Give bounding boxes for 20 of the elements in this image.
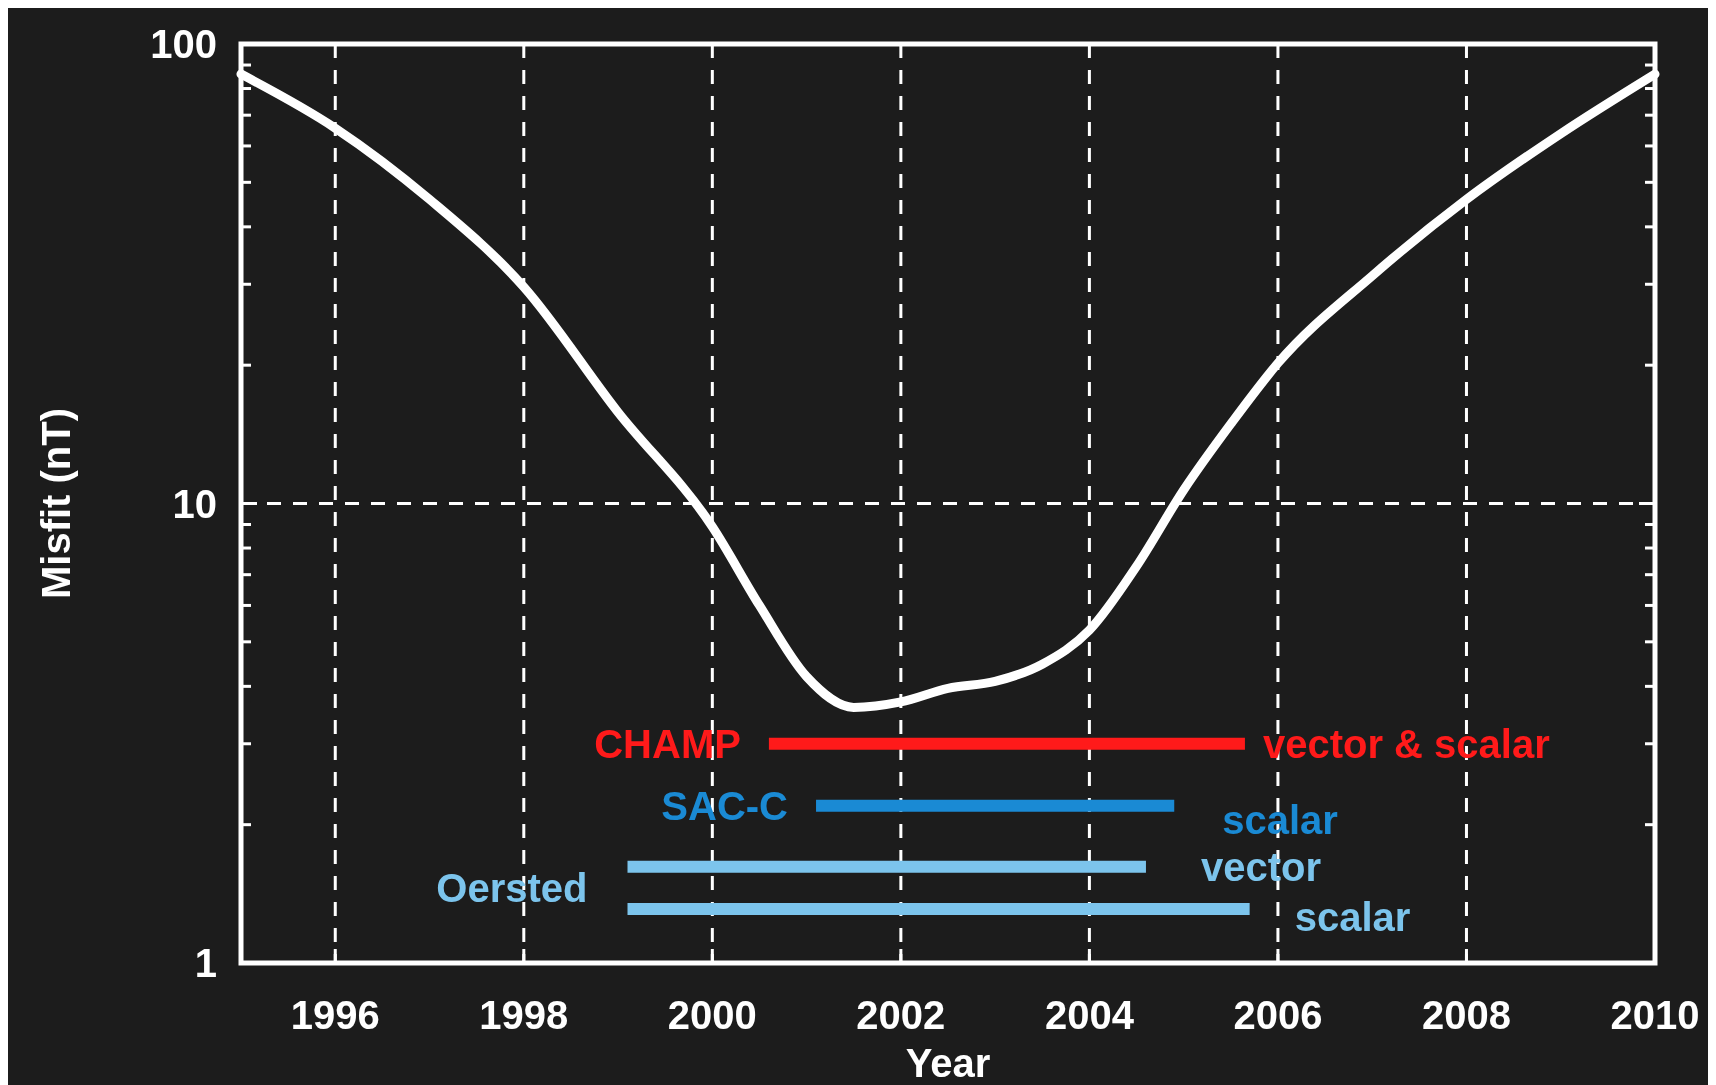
series-label: SAC-C <box>661 783 789 828</box>
y-tick-label: 100 <box>150 22 217 66</box>
annotation: vector & scalar <box>1262 721 1550 766</box>
annotation: Oersted <box>436 865 588 910</box>
x-axis-title: Year <box>905 1041 991 1085</box>
x-tick-label: 2006 <box>1233 993 1323 1037</box>
y-tick-label: 10 <box>172 481 217 526</box>
annotation: vector <box>1200 844 1322 889</box>
x-tick-label: 2010 <box>1610 993 1700 1037</box>
x-tick-label: 2008 <box>1421 993 1511 1037</box>
x-tick-label: 1996 <box>290 993 380 1037</box>
x-tick-label: 2002 <box>856 993 946 1037</box>
series-label: CHAMP <box>594 721 741 766</box>
x-tick-label: 2000 <box>667 993 757 1037</box>
annotation: scalar <box>1294 895 1411 940</box>
annotation: scalar <box>1222 797 1338 842</box>
x-tick-label: 2004 <box>1044 993 1135 1037</box>
y-axis-title: Misfit (nT) <box>34 407 78 600</box>
x-tick-label: 1998 <box>479 993 569 1037</box>
y-tick-label: 1 <box>194 941 217 985</box>
